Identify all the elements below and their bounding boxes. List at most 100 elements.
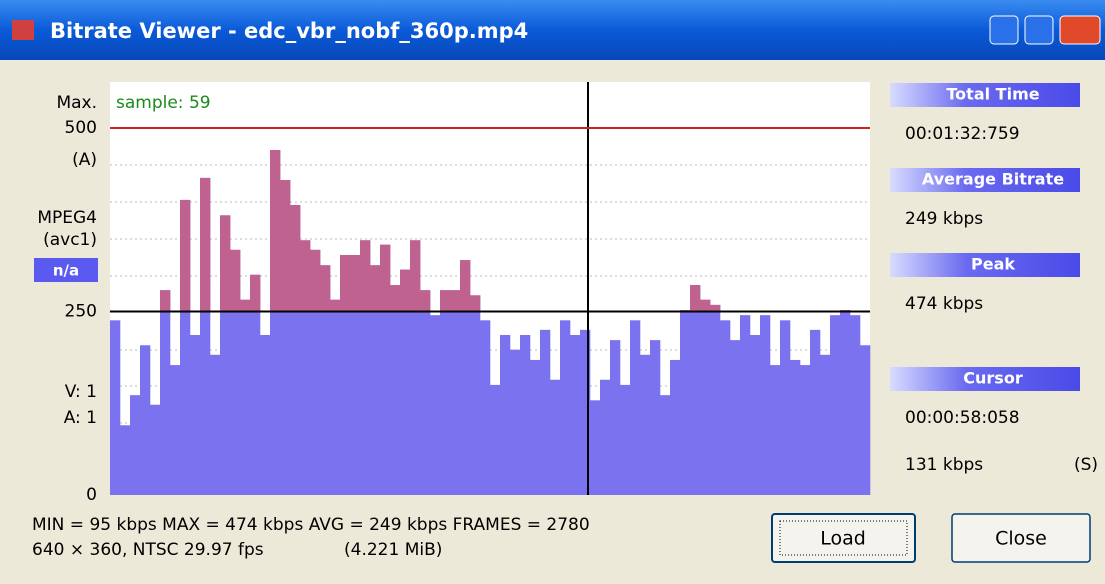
bar-peak [360, 240, 371, 312]
bar [440, 290, 451, 495]
bar [570, 334, 581, 495]
panel-header-text: Total Time [946, 85, 1039, 104]
focus-rect [779, 520, 908, 556]
panel-header [890, 83, 1080, 107]
bar-peak [180, 199, 191, 312]
panel-mode: (S) [1074, 455, 1098, 475]
button-text[interactable]: Load [820, 528, 866, 550]
bar [250, 274, 261, 495]
bar [330, 299, 341, 495]
bar [370, 265, 381, 495]
bar-peak [330, 299, 341, 312]
bar [200, 177, 211, 496]
bar [510, 349, 521, 495]
bar [290, 205, 301, 495]
panel-value: 00:01:32:759 [905, 124, 1020, 144]
bar [720, 320, 731, 495]
bar [810, 329, 821, 495]
bar-peak [460, 260, 471, 312]
bar [560, 320, 571, 495]
bar [770, 365, 781, 495]
bar [380, 244, 391, 495]
bar-peak [380, 244, 391, 312]
bar [670, 359, 681, 495]
panel-header [890, 253, 1080, 277]
bar [340, 254, 351, 495]
bar-peak [160, 290, 171, 312]
bar [750, 334, 761, 495]
bar [650, 340, 661, 495]
bar [550, 379, 561, 495]
bar [400, 269, 411, 495]
load-button[interactable] [771, 513, 916, 563]
bar [120, 425, 131, 495]
bar [130, 395, 141, 495]
button-text[interactable]: Close [995, 528, 1047, 550]
bar [160, 290, 171, 495]
bar [420, 290, 431, 495]
left-label: MPEG4 [37, 208, 97, 228]
bar [680, 310, 691, 495]
window-title: Bitrate Viewer - edc_vbr_nobf_360p.mp4 [50, 19, 528, 43]
close-window-button[interactable] [1059, 15, 1101, 45]
bar-peak [400, 269, 411, 312]
bar-peak [300, 240, 311, 312]
sample-label: sample: 59 [116, 93, 211, 113]
bar-peak [690, 285, 701, 312]
bar [860, 345, 871, 495]
bar-peak [410, 240, 421, 312]
bar [800, 365, 811, 495]
stats-line: (4.221 MiB) [344, 540, 442, 560]
app-icon [12, 20, 34, 40]
left-label: (A) [72, 150, 97, 170]
bar-peak [230, 249, 241, 312]
bar [790, 359, 801, 495]
stats-line: 640 × 360, NTSC 29.97 fps [32, 540, 264, 560]
bar [190, 334, 201, 495]
bar [850, 315, 861, 495]
bar [170, 365, 181, 495]
bar [210, 354, 221, 495]
bar [390, 285, 401, 495]
bar [300, 240, 311, 495]
bar [260, 334, 271, 495]
panel-header-text: Cursor [963, 369, 1023, 388]
bar [310, 249, 321, 495]
bar [730, 340, 741, 495]
bar-peak [310, 249, 321, 312]
bar [150, 404, 161, 495]
bar-peak [470, 295, 481, 312]
minimize-button[interactable] [989, 15, 1019, 45]
bar [830, 315, 841, 495]
bar-peak [710, 304, 721, 312]
maximize-button[interactable] [1024, 15, 1054, 45]
bar [540, 329, 551, 495]
bar [840, 310, 851, 495]
bar [480, 320, 491, 495]
bar [740, 315, 751, 495]
left-label: (avc1) [43, 230, 97, 250]
bar [240, 299, 251, 495]
bar [780, 320, 791, 495]
bar [530, 359, 541, 495]
bar [630, 320, 641, 495]
y-tick-label: 250 [65, 302, 97, 322]
bar [640, 354, 651, 495]
bar [580, 329, 591, 495]
y-tick-label: 0 [86, 485, 97, 505]
bar [410, 240, 421, 495]
bar [270, 150, 281, 495]
bar [140, 345, 151, 495]
panel-header [890, 168, 1080, 192]
bar [660, 395, 671, 495]
bar [450, 290, 461, 495]
bar-peak [350, 254, 361, 312]
close-button[interactable] [951, 513, 1091, 563]
bar-peak [290, 205, 301, 312]
panel-header-text: Peak [971, 255, 1015, 274]
bar [760, 315, 771, 495]
panel-header-text: Average Bitrate [922, 170, 1064, 189]
bar-peak [340, 254, 351, 312]
bar [610, 340, 621, 495]
